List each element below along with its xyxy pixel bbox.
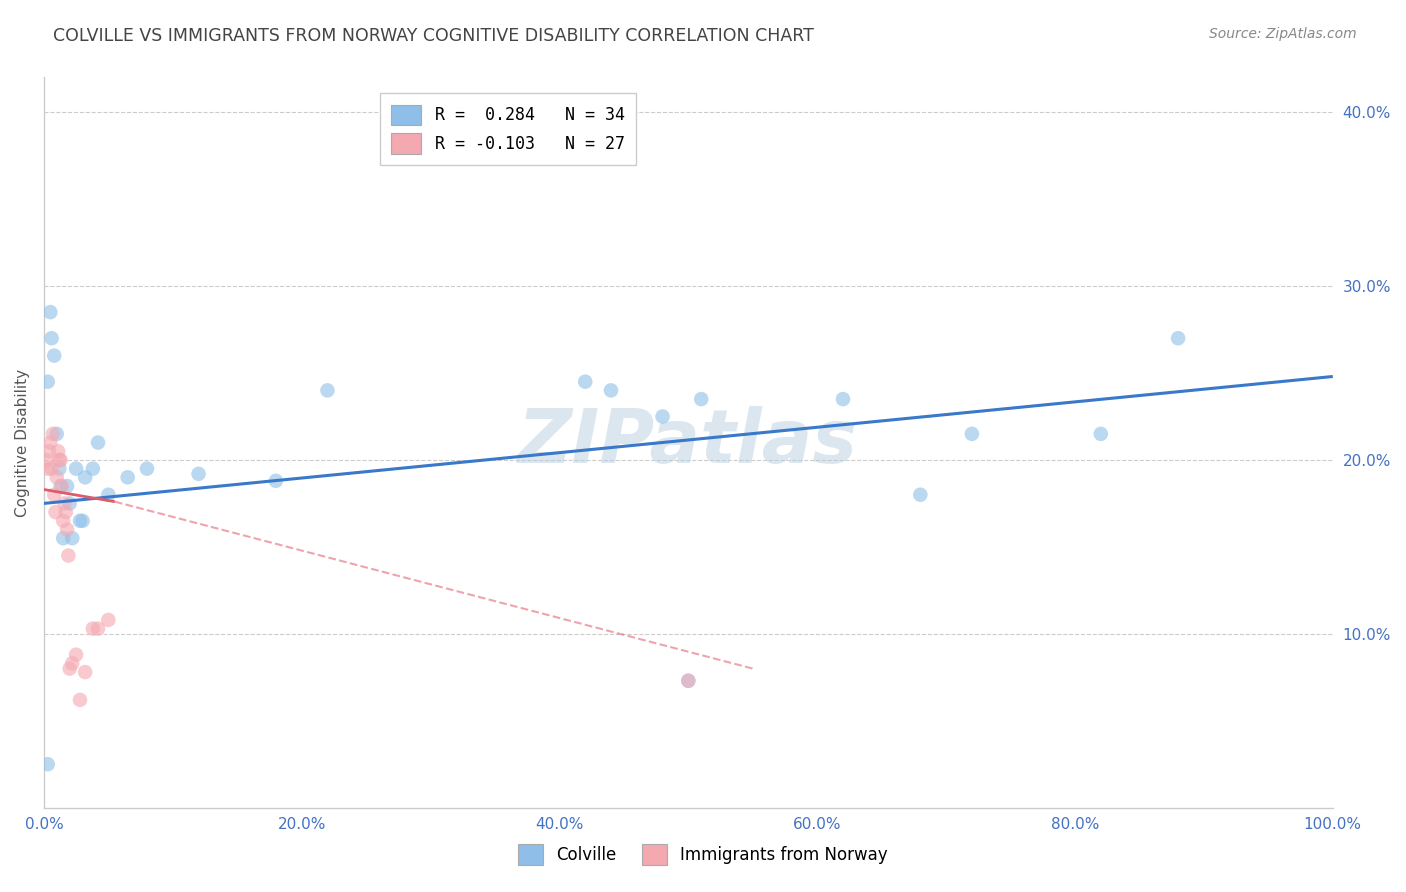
- Immigrants from Norway: [55, 505, 77, 519]
- Immigrants from Norway: [42, 426, 65, 441]
- Colville: [44, 349, 66, 363]
- Colville: [37, 375, 59, 389]
- Immigrants from Norway: [39, 435, 62, 450]
- Immigrants from Norway: [53, 496, 76, 510]
- Immigrants from Norway: [51, 479, 73, 493]
- Colville: [690, 392, 713, 406]
- Immigrants from Norway: [44, 505, 66, 519]
- Colville: [48, 461, 70, 475]
- Immigrants from Norway: [35, 453, 58, 467]
- Colville: [39, 305, 62, 319]
- Colville: [910, 488, 932, 502]
- Colville: [187, 467, 209, 481]
- Immigrants from Norway: [75, 665, 97, 679]
- Colville: [52, 531, 75, 545]
- Colville: [82, 461, 104, 475]
- Immigrants from Norway: [44, 488, 66, 502]
- Colville: [316, 384, 339, 398]
- Colville: [56, 479, 79, 493]
- Colville: [69, 514, 91, 528]
- Immigrants from Norway: [45, 470, 67, 484]
- Immigrants from Norway: [82, 622, 104, 636]
- Colville: [60, 531, 83, 545]
- Colville: [117, 470, 139, 484]
- Immigrants from Norway: [97, 613, 120, 627]
- Immigrants from Norway: [49, 453, 72, 467]
- Immigrants from Norway: [65, 648, 87, 662]
- Immigrants from Norway: [678, 673, 700, 688]
- Immigrants from Norway: [87, 622, 110, 636]
- Colville: [1090, 426, 1112, 441]
- Immigrants from Norway: [59, 662, 82, 676]
- Immigrants from Norway: [46, 444, 69, 458]
- Colville: [264, 474, 287, 488]
- Colville: [678, 673, 700, 688]
- Colville: [49, 479, 72, 493]
- Immigrants from Norway: [60, 657, 83, 671]
- Immigrants from Norway: [69, 693, 91, 707]
- Text: ZIPatlas: ZIPatlas: [519, 406, 858, 479]
- Colville: [45, 426, 67, 441]
- Immigrants from Norway: [56, 523, 79, 537]
- Immigrants from Norway: [58, 549, 80, 563]
- Immigrants from Norway: [37, 461, 59, 475]
- Colville: [574, 375, 596, 389]
- Colville: [97, 488, 120, 502]
- Colville: [1167, 331, 1189, 345]
- Colville: [41, 331, 63, 345]
- Colville: [65, 461, 87, 475]
- Colville: [59, 496, 82, 510]
- Text: Source: ZipAtlas.com: Source: ZipAtlas.com: [1209, 27, 1357, 41]
- Colville: [651, 409, 673, 424]
- Text: COLVILLE VS IMMIGRANTS FROM NORWAY COGNITIVE DISABILITY CORRELATION CHART: COLVILLE VS IMMIGRANTS FROM NORWAY COGNI…: [53, 27, 814, 45]
- Immigrants from Norway: [52, 514, 75, 528]
- Immigrants from Norway: [41, 461, 63, 475]
- Colville: [960, 426, 983, 441]
- Colville: [37, 757, 59, 772]
- Immigrants from Norway: [38, 444, 60, 458]
- Legend: Colville, Immigrants from Norway: Colville, Immigrants from Norway: [508, 834, 898, 875]
- Immigrants from Norway: [48, 453, 70, 467]
- Colville: [87, 435, 110, 450]
- Colville: [600, 384, 623, 398]
- Legend: R =  0.284   N = 34, R = -0.103   N = 27: R = 0.284 N = 34, R = -0.103 N = 27: [380, 93, 637, 165]
- Y-axis label: Cognitive Disability: Cognitive Disability: [15, 368, 30, 516]
- Colville: [832, 392, 855, 406]
- Colville: [72, 514, 94, 528]
- Colville: [75, 470, 97, 484]
- Colville: [136, 461, 159, 475]
